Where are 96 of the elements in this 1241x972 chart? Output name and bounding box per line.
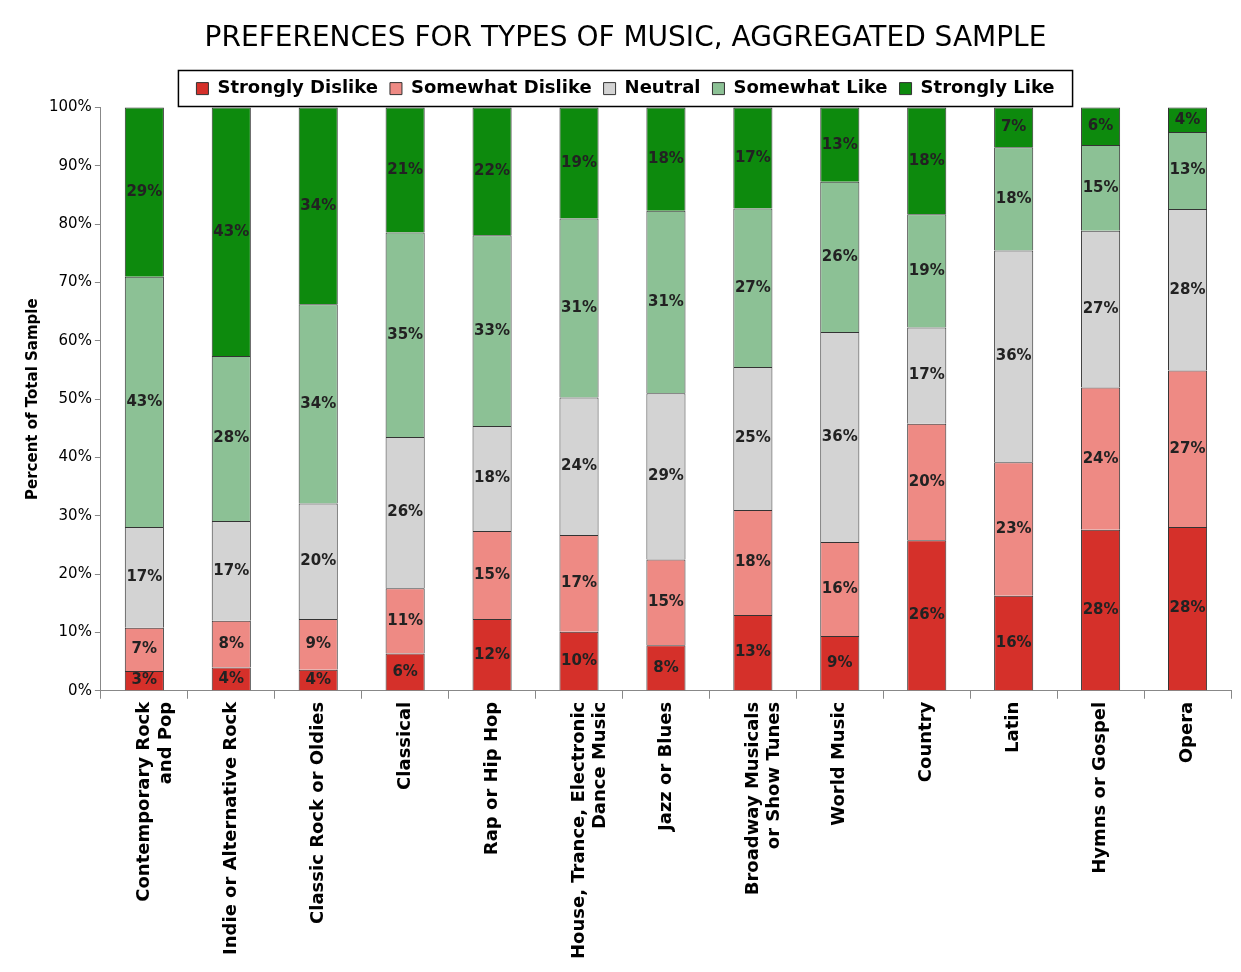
x-tick-label: Country: [914, 701, 936, 783]
legend-label: Strongly Dislike: [217, 76, 378, 98]
data-label: 26%: [821, 246, 858, 265]
data-label: 20%: [908, 471, 945, 490]
data-label: 13%: [821, 134, 858, 153]
x-tick-label: Classic Rock or Oldies: [305, 701, 327, 924]
data-label: 29%: [647, 466, 684, 485]
data-label: 17%: [126, 567, 163, 586]
x-tick-label: Indie or Alternative Rock: [218, 700, 240, 955]
data-label: 15%: [647, 592, 684, 611]
data-label: 15%: [1082, 177, 1119, 196]
data-label: 23%: [995, 518, 1032, 537]
data-label: 17%: [561, 573, 597, 592]
x-tick-label: Broadway Musicals or Show Tunes: [740, 701, 784, 896]
data-label: 31%: [647, 291, 684, 310]
data-label: 7%: [1000, 117, 1027, 136]
data-label: 27%: [734, 277, 771, 296]
data-label: 43%: [213, 221, 250, 240]
data-label: 16%: [821, 578, 858, 597]
data-label: 18%: [474, 468, 511, 487]
data-label: 8%: [218, 634, 245, 652]
x-tick-label: Hymns or Gospel: [1088, 701, 1110, 874]
y-tick-label: 90%: [58, 155, 92, 174]
data-label: 12%: [474, 644, 511, 663]
data-label: 28%: [1082, 599, 1119, 618]
data-label: 28%: [1169, 279, 1206, 298]
y-tick-label: 100%: [48, 97, 92, 116]
data-label: 13%: [1169, 160, 1206, 179]
data-label: 17%: [908, 365, 945, 384]
data-label: 33%: [474, 320, 511, 339]
data-label: 18%: [908, 150, 945, 169]
data-label: 17%: [213, 560, 250, 579]
data-label: 28%: [213, 428, 250, 447]
data-label: 34%: [300, 393, 337, 412]
data-label: 11%: [387, 610, 424, 629]
data-label: 43%: [126, 391, 163, 410]
data-label: 21%: [387, 159, 424, 178]
data-label: 24%: [1082, 448, 1119, 467]
y-tick-label: 10%: [58, 622, 92, 641]
data-label: 6%: [1087, 116, 1114, 135]
data-label: 3%: [131, 670, 158, 689]
data-label: 19%: [561, 152, 597, 171]
data-label: 9%: [827, 652, 853, 671]
data-label: 35%: [387, 324, 424, 343]
y-tick-label: 30%: [58, 505, 92, 524]
y-tick-label: 50%: [58, 389, 92, 408]
legend-label: Somewhat Dislike: [410, 76, 592, 98]
y-tick-label: 80%: [58, 214, 92, 233]
data-label: 15%: [474, 564, 511, 583]
data-label: 24%: [561, 456, 597, 475]
data-label: 31%: [561, 297, 597, 316]
data-label: 9%: [305, 634, 331, 653]
data-label: 18%: [734, 552, 771, 571]
x-tick-label: Jazz or Blues: [653, 701, 675, 833]
x-tick-label: Rap or Hip Hop: [479, 701, 501, 856]
x-tick-label: World Music: [827, 701, 849, 826]
y-tick-label: 0%: [68, 680, 92, 699]
data-label: 4%: [1174, 109, 1201, 128]
x-tick-label: House, Trance, Electronic Dance Music: [566, 701, 610, 960]
data-label: 36%: [821, 426, 858, 445]
data-label: 18%: [995, 188, 1032, 207]
data-label: 27%: [1169, 438, 1206, 457]
y-axis-title: Percent of Total Sample: [22, 298, 41, 500]
data-label: 8%: [653, 657, 679, 676]
x-tick-label: Opera: [1175, 701, 1197, 764]
data-label: 7%: [131, 639, 158, 658]
data-label: 6%: [392, 661, 418, 680]
y-tick-label: 60%: [58, 330, 92, 349]
y-tick-label: 70%: [58, 272, 92, 291]
x-tick-label: Contemporary Rock and Pop: [132, 700, 175, 902]
data-label: 16%: [995, 632, 1032, 651]
data-label: 36%: [995, 346, 1032, 365]
data-label: 27%: [1082, 298, 1119, 317]
chart-title: PREFERENCES FOR TYPES OF MUSIC, AGGREGATED SAMPLE: [204, 20, 1047, 54]
legend-label: Neutral: [624, 76, 701, 98]
data-label: 19%: [908, 260, 945, 279]
data-label: 26%: [387, 502, 424, 521]
data-label: 10%: [561, 650, 597, 669]
data-label: 17%: [734, 147, 771, 166]
data-label: 28%: [1169, 598, 1206, 617]
x-tick-label: Latin: [1001, 701, 1023, 753]
data-label: 26%: [908, 605, 945, 624]
data-label: 20%: [300, 551, 337, 570]
data-label: 25%: [734, 428, 771, 447]
legend-label: Strongly Like: [920, 76, 1055, 98]
data-label: 13%: [734, 642, 771, 661]
y-tick-label: 20%: [58, 564, 92, 583]
legend-label: Somewhat Like: [733, 76, 888, 98]
data-label: 29%: [126, 182, 163, 201]
data-label: 22%: [474, 161, 511, 180]
data-label: 34%: [300, 195, 337, 214]
data-label: 18%: [647, 149, 684, 168]
data-label: 4%: [305, 669, 331, 688]
x-tick-label: Classical: [392, 701, 414, 790]
data-label: 4%: [218, 668, 245, 687]
y-tick-label: 40%: [58, 447, 92, 466]
